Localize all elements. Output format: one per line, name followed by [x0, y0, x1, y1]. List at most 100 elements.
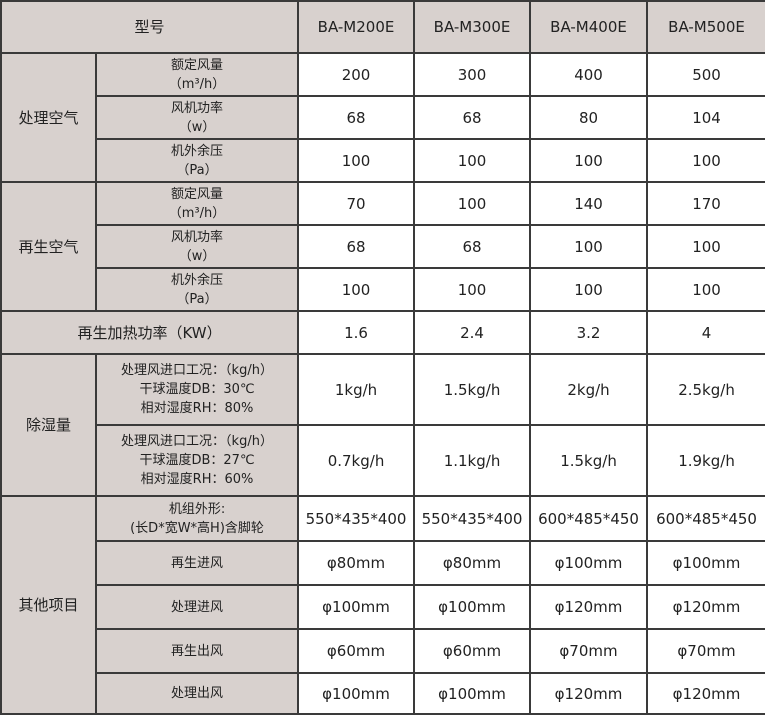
row-label-line: 再生进风: [171, 555, 224, 571]
value-cell: 1.9kg/h: [646, 424, 765, 497]
row-label-line: 相对湿度RH：60%: [140, 472, 254, 487]
value-cell: 68: [297, 224, 416, 269]
model-header: 型号: [0, 0, 300, 54]
value-cell: φ100mm: [297, 672, 416, 715]
value-cell: 100: [646, 267, 765, 312]
model-name: BA-M400E: [529, 0, 649, 54]
value-cell: 100: [529, 267, 649, 312]
value-cell: φ100mm: [297, 584, 416, 630]
value-cell: φ80mm: [297, 540, 416, 586]
row-label: 机外余压 （Pa）: [94, 138, 300, 183]
value-cell: φ120mm: [529, 672, 649, 715]
value-cell: φ100mm: [413, 584, 532, 630]
model-name: BA-M300E: [413, 0, 532, 54]
value-cell: 100: [646, 224, 765, 269]
value-cell: 104: [646, 95, 765, 140]
value-cell: 100: [529, 138, 649, 183]
model-name: BA-M500E: [646, 0, 765, 54]
value-cell: 1kg/h: [297, 353, 416, 426]
row-label-line: 处理风进口工况：（kg/h）: [121, 363, 273, 378]
table-row: 机外余压 （Pa） 100 100 100 100: [1, 138, 765, 183]
row-label: 额定风量 （m³/h）: [94, 181, 300, 226]
row-label-line: 额定风量: [171, 57, 224, 73]
value-cell: 400: [529, 52, 649, 97]
row-label: 风机功率 （w）: [94, 95, 300, 140]
row-label-line: （w）: [178, 119, 216, 135]
row-label-line: 机外余压: [171, 143, 224, 159]
value-cell: 100: [413, 267, 532, 312]
row-label-line: (长D*宽W*高H)含脚轮: [130, 520, 264, 536]
table-row: 再生加热功率（KW） 1.6 2.4 3.2 4: [0, 310, 765, 355]
value-cell: 100: [413, 181, 532, 226]
row-label-line: 干球温度DB：27℃: [139, 453, 255, 468]
row-label-line: 机外余压: [171, 272, 224, 288]
value-cell: 100: [646, 138, 765, 183]
group-label: 其他项目: [0, 495, 97, 715]
row-label: 处理风进口工况：（kg/h） 干球温度DB：30℃ 相对湿度RH：80%: [94, 353, 300, 426]
value-cell: 1.6: [297, 310, 416, 355]
row-label-line: （Pa）: [176, 291, 218, 307]
row-label: 风机功率 （w）: [94, 224, 300, 269]
row-label-line: （m³/h）: [168, 76, 226, 92]
value-cell: 0.7kg/h: [297, 424, 416, 497]
row-label: 机组外形: (长D*宽W*高H)含脚轮: [94, 495, 300, 542]
value-cell: 100: [297, 267, 416, 312]
value-cell: φ100mm: [646, 540, 765, 586]
row-label-line: 处理风进口工况：（kg/h）: [121, 434, 273, 449]
value-cell: 1.5kg/h: [529, 424, 649, 497]
table-row: 再生进风 φ80mm φ80mm φ100mm φ100mm: [1, 540, 765, 586]
value-cell: 2.4: [413, 310, 532, 355]
row-label-line: 相对湿度RH：80%: [140, 401, 254, 416]
value-cell: 200: [297, 52, 416, 97]
value-cell: 68: [413, 224, 532, 269]
value-cell: 140: [529, 181, 649, 226]
value-cell: 100: [297, 138, 416, 183]
table-row: 处理进风 φ100mm φ100mm φ120mm φ120mm: [1, 584, 765, 630]
value-cell: 70: [297, 181, 416, 226]
header-row: 型号 BA-M200E BA-M300E BA-M400E BA-M500E: [0, 0, 765, 54]
row-label-line: 干球温度DB：30℃: [139, 382, 255, 397]
value-cell: 600*485*450: [529, 495, 649, 542]
value-cell: φ70mm: [646, 628, 765, 674]
row-label: 处理风进口工况：（kg/h） 干球温度DB：27℃ 相对湿度RH：60%: [94, 424, 300, 497]
group-label: 处理空气: [0, 52, 97, 183]
value-cell: φ120mm: [529, 584, 649, 630]
value-cell: φ80mm: [413, 540, 532, 586]
value-cell: φ100mm: [529, 540, 649, 586]
value-cell: 300: [413, 52, 532, 97]
value-cell: 600*485*450: [646, 495, 765, 542]
value-cell: 1.5kg/h: [413, 353, 532, 426]
row-label-line: 处理进风: [171, 599, 224, 615]
value-cell: 3.2: [529, 310, 649, 355]
value-cell: 2.5kg/h: [646, 353, 765, 426]
value-cell: 68: [413, 95, 532, 140]
value-cell: 170: [646, 181, 765, 226]
table-row: 再生空气 额定风量 （m³/h） 70 100 140 170: [0, 181, 765, 312]
table-row: 处理空气 额定风量 （m³/h） 200 300 400 500: [0, 52, 765, 183]
value-cell: 4: [646, 310, 765, 355]
value-cell: φ70mm: [529, 628, 649, 674]
value-cell: φ60mm: [297, 628, 416, 674]
row-label-line: （m³/h）: [168, 205, 226, 221]
value-cell: 500: [646, 52, 765, 97]
row-label: 处理进风: [94, 584, 300, 630]
table-row: 风机功率 （w） 68 68 100 100: [1, 224, 765, 269]
row-label: 处理出风: [94, 672, 300, 715]
row-label-line: （w）: [178, 248, 216, 264]
value-cell: φ120mm: [646, 584, 765, 630]
table-row: 风机功率 （w） 68 68 80 104: [1, 95, 765, 140]
row-label-line: （Pa）: [176, 162, 218, 178]
table-row: 其他项目 机组外形: (长D*宽W*高H)含脚轮 550*435*400 550*435…: [0, 495, 765, 715]
row-label: 再生进风: [94, 540, 300, 586]
value-cell: φ120mm: [646, 672, 765, 715]
value-cell: 2kg/h: [529, 353, 649, 426]
group-label: 除湿量: [0, 353, 97, 497]
group-label: 再生加热功率（KW）: [0, 310, 300, 355]
row-label: 再生出风: [94, 628, 300, 674]
value-cell: 1.1kg/h: [413, 424, 532, 497]
value-cell: φ60mm: [413, 628, 532, 674]
table-row: 再生出风 φ60mm φ60mm φ70mm φ70mm: [1, 628, 765, 674]
row-label-line: 机组外形:: [168, 501, 226, 517]
value-cell: 68: [297, 95, 416, 140]
